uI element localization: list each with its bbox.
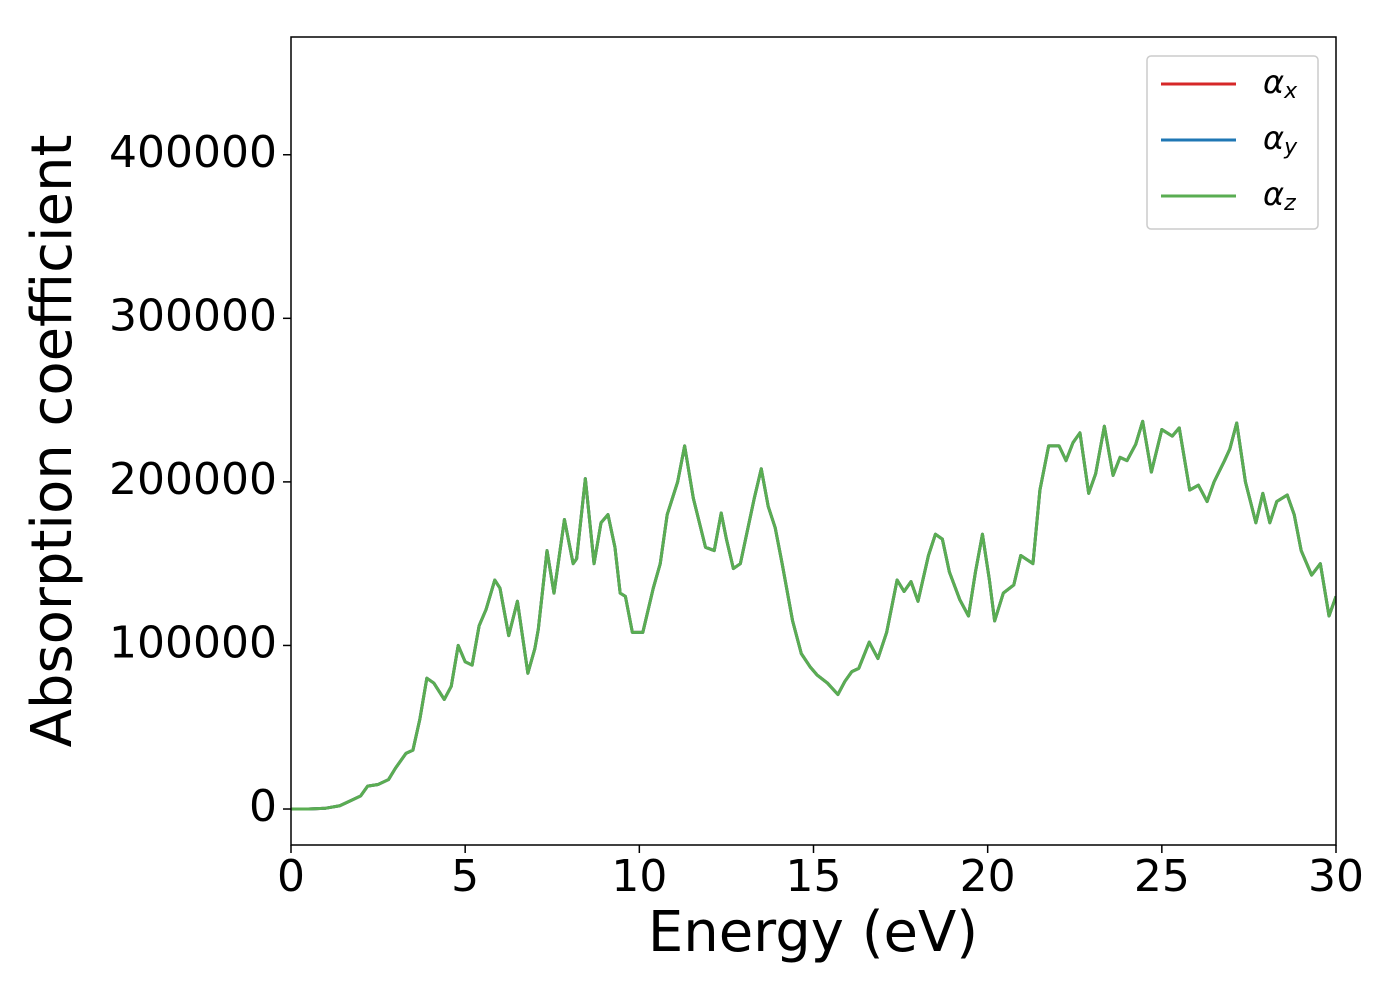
legend-box xyxy=(1146,55,1319,230)
y-tick-label: 0 xyxy=(249,781,277,832)
plot-frame xyxy=(290,36,1337,846)
legend-label: αy xyxy=(1263,119,1298,160)
y-tick-label: 400000 xyxy=(109,127,277,178)
y-axis-label: Absorption coefficient xyxy=(20,135,85,748)
x-tick-label: 30 xyxy=(1308,851,1364,902)
x-tick-label: 0 xyxy=(277,851,305,902)
data-line xyxy=(291,419,1336,811)
y-tick-label: 200000 xyxy=(109,454,277,505)
data-line xyxy=(291,419,1336,811)
x-tick-label: 10 xyxy=(611,851,667,902)
x-tick-label: 20 xyxy=(960,851,1016,902)
x-tick-label: 5 xyxy=(451,851,479,902)
legend-label: αx xyxy=(1263,63,1298,104)
legend-label: αz xyxy=(1263,175,1296,216)
x-axis-label: Energy (eV) xyxy=(648,900,978,965)
data-line xyxy=(291,419,1336,811)
x-tick-label: 15 xyxy=(786,851,842,902)
x-tick-label: 25 xyxy=(1134,851,1190,902)
y-tick-label: 100000 xyxy=(109,617,277,668)
y-tick-label: 300000 xyxy=(109,290,277,341)
